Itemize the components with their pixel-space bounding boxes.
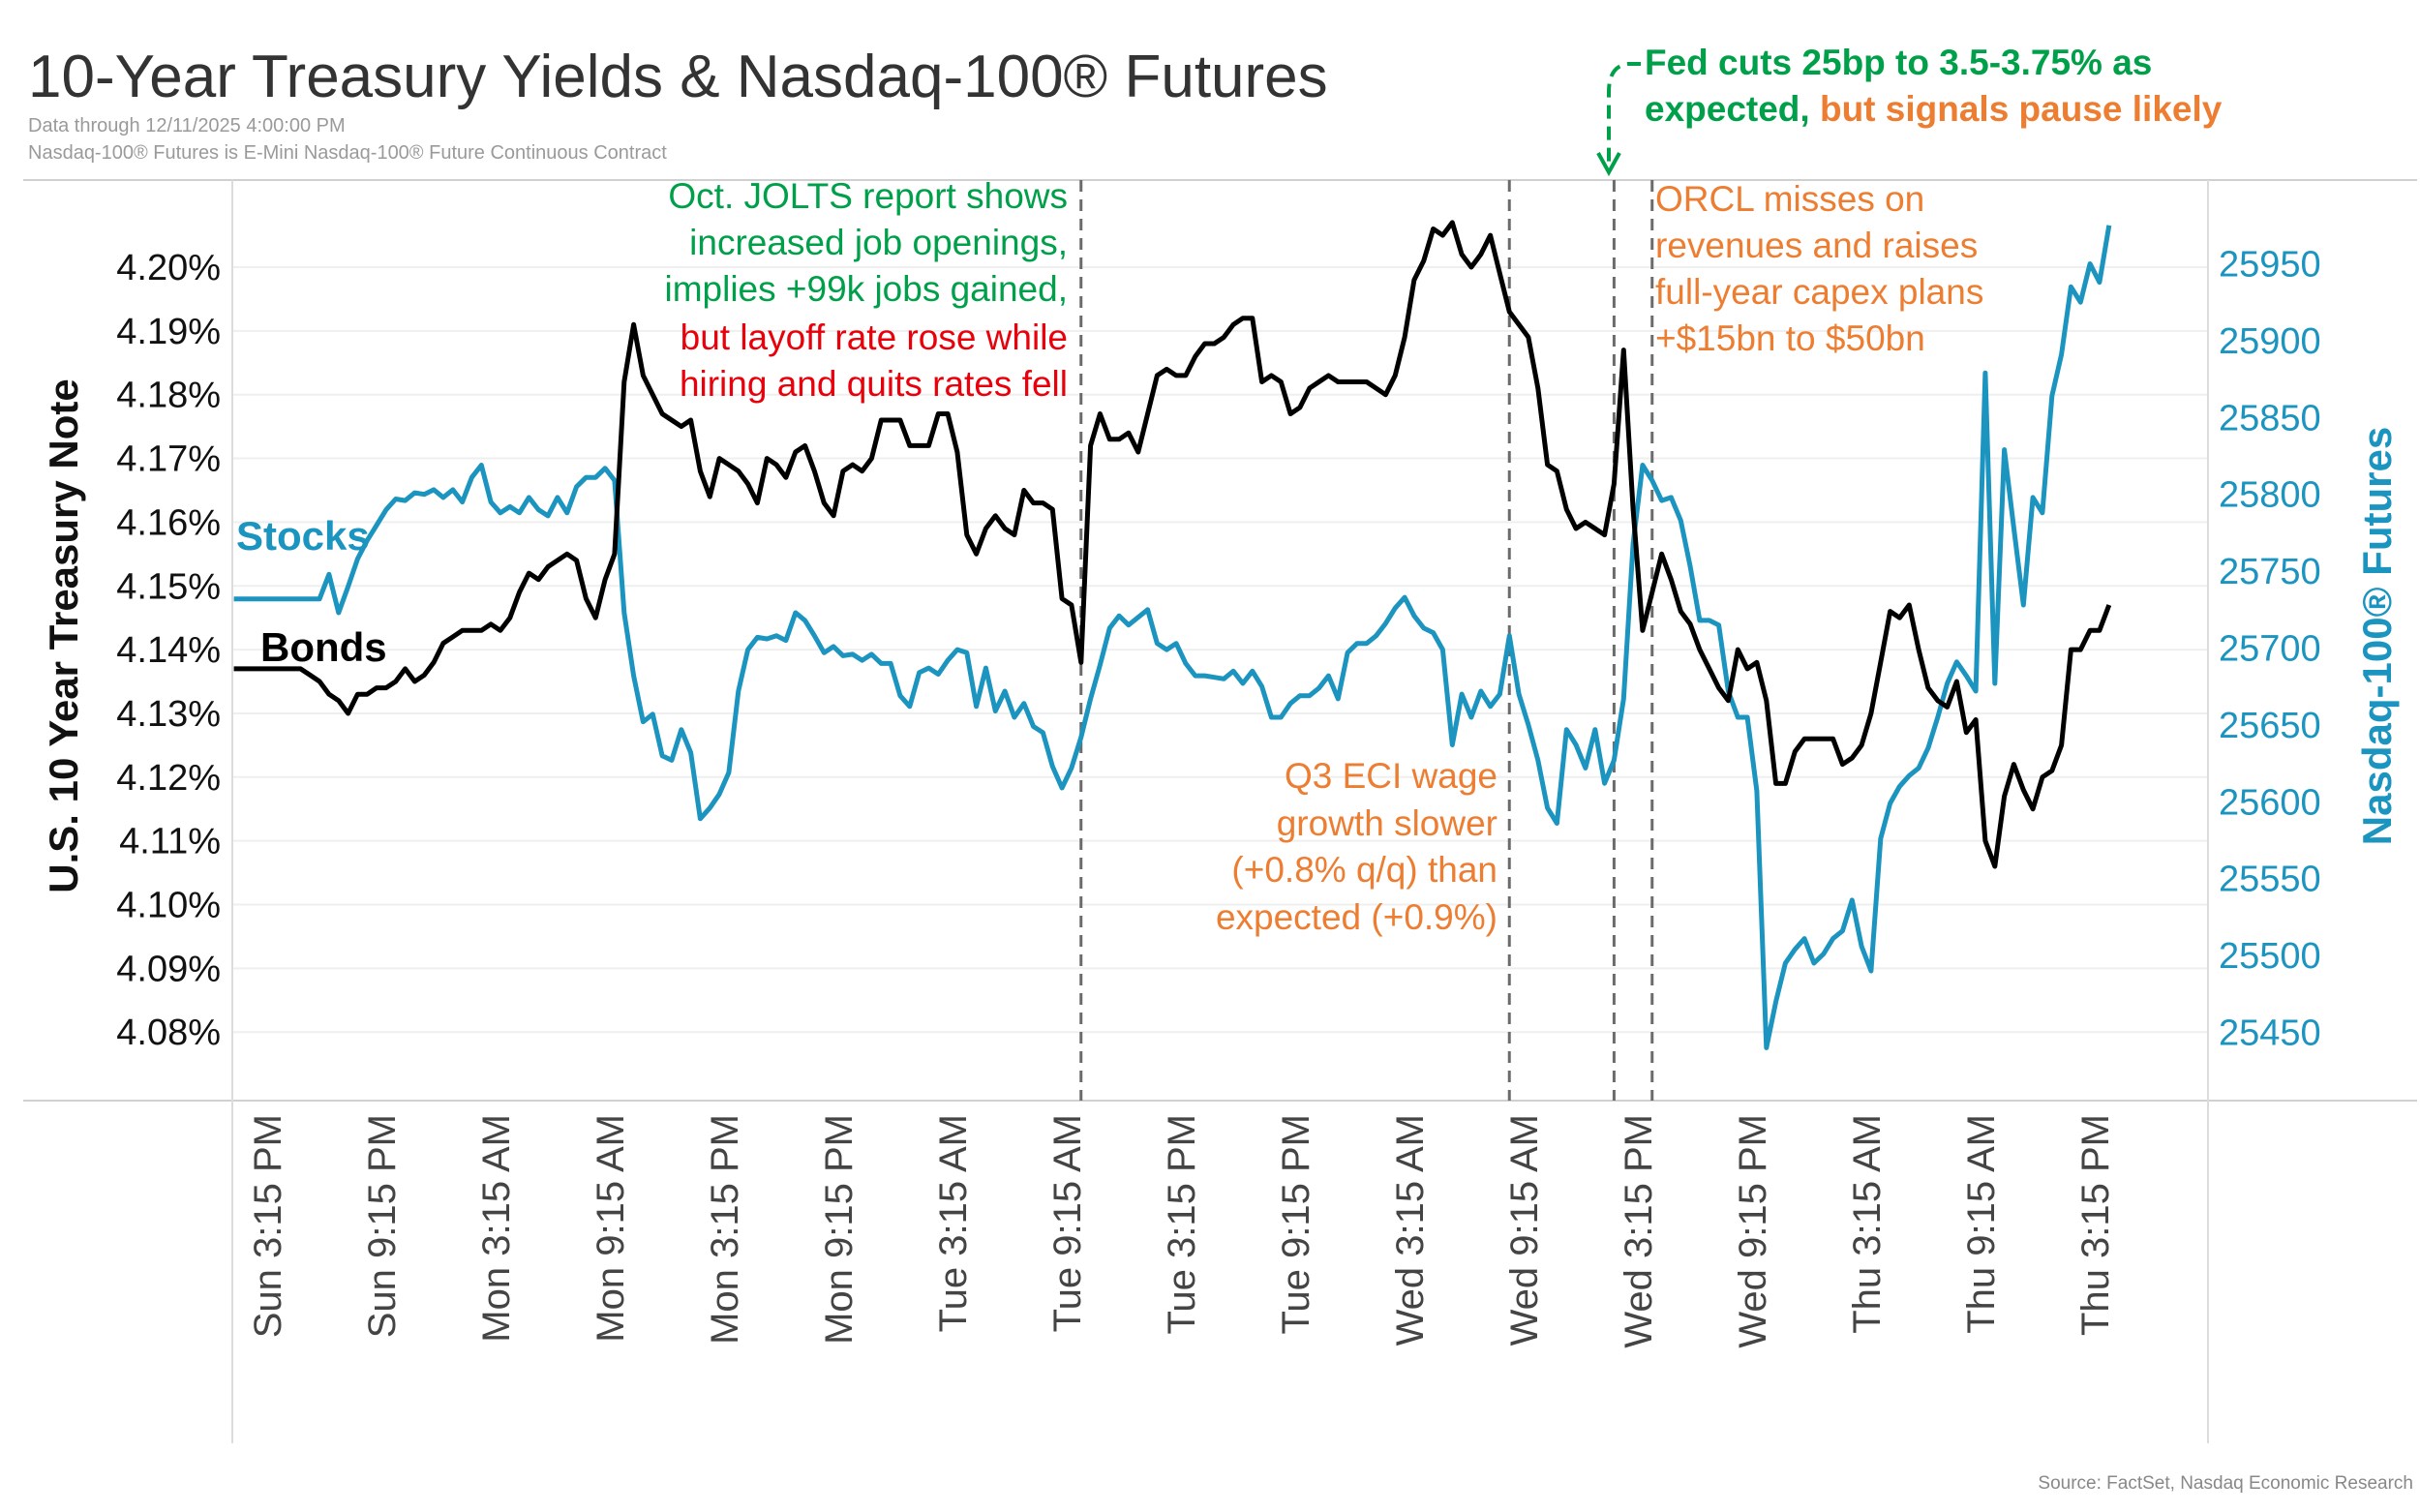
left-axis-ticks: 4.20% 4.19% 4.18% 4.17% 4.16% 4.15% 4.14% 4.13%… <box>116 248 221 1053</box>
left-axis-title: U.S. 10 Year Treasury Note <box>41 378 86 893</box>
annotation-orcl: ORCL misses on revenues and raises full-… <box>1655 179 1983 358</box>
right-axis-ticks: 25950 25900 25850 25800 25750 25700 25650 25600… <box>2219 245 2321 1054</box>
left-axis-tick-label: 4.19% <box>116 312 221 352</box>
left-axis-tick-label: 4.14% <box>116 630 221 671</box>
right-axis-tick-label: 25700 <box>2219 629 2321 670</box>
series-label-stocks: Stocks <box>236 513 370 559</box>
chart-title: 10-Year Treasury Yields & Nasdaq-100® Fu… <box>28 44 1328 110</box>
x-axis-tick-label: Thu 3:15 PM <box>2074 1114 2117 1336</box>
right-axis-tick-label: 25550 <box>2219 860 2321 900</box>
left-axis-tick-label: 4.20% <box>116 248 221 288</box>
x-axis-tick-label: Sun 3:15 PM <box>247 1114 289 1338</box>
annotation-line: expected, but signals pause likely <box>1645 89 2223 129</box>
annotation-fed-expected: expected, <box>1645 89 1810 129</box>
annotation-line: Oct. JOLTS report shows <box>668 176 1068 216</box>
x-axis-tick-label: Mon 9:15 AM <box>590 1114 632 1343</box>
right-axis-title: Nasdaq-100® Futures <box>2354 427 2400 845</box>
left-axis-tick-label: 4.16% <box>116 502 221 543</box>
right-axis-tick-label: 25600 <box>2219 782 2321 823</box>
arrow-down-icon <box>1596 152 1621 177</box>
left-axis-tick-label: 4.18% <box>116 376 221 416</box>
left-axis-tick-label: 4.08% <box>116 1013 221 1053</box>
left-axis-tick-label: 4.09% <box>116 949 221 989</box>
annotation-fed: Fed cuts 25bp to 3.5-3.75% as expected, … <box>1596 43 2223 177</box>
left-axis-tick-label: 4.12% <box>116 758 221 799</box>
x-axis-tick-label: Mon 9:15 PM <box>818 1114 861 1345</box>
annotation-line: ORCL misses on <box>1655 179 1924 219</box>
x-axis-tick-label: Wed 9:15 AM <box>1503 1114 1546 1346</box>
annotation-line: (+0.8% q/q) than <box>1231 850 1497 890</box>
right-axis-tick-label: 25750 <box>2219 552 2321 592</box>
x-axis-tick-label: Wed 9:15 PM <box>1732 1114 1774 1348</box>
annotation-line: but layoff rate rose while <box>681 318 1068 357</box>
x-axis-tick-label: Tue 3:15 PM <box>1161 1114 1203 1335</box>
series-line-bonds <box>233 220 2112 869</box>
right-axis-tick-label: 25500 <box>2219 936 2321 977</box>
left-axis-tick-label: 4.13% <box>116 694 221 735</box>
annotation-line: full-year capex plans <box>1655 272 1983 312</box>
x-axis-tick-label: Tue 9:15 AM <box>1046 1114 1089 1332</box>
chart-subtitle-note: Nasdaq-100® Futures is E-Mini Nasdaq-100… <box>28 142 667 164</box>
annotation-line: hiring and quits rates fell <box>680 364 1068 404</box>
annotation-eci: Q3 ECI wage growth slower (+0.8% q/q) th… <box>1216 756 1497 937</box>
annotation-line: increased job openings, <box>689 223 1068 262</box>
series-lines <box>233 220 2112 1050</box>
annotation-line: Q3 ECI wage <box>1285 756 1497 796</box>
x-axis-tick-label: Tue 3:15 AM <box>932 1114 975 1332</box>
annotation-line: growth slower <box>1277 803 1497 843</box>
chart-subtitle-date: Data through 12/11/2025 4:00:00 PM <box>28 115 346 136</box>
annotation-line: Fed cuts 25bp to 3.5-3.75% as <box>1645 43 2152 82</box>
right-axis-tick-label: 25850 <box>2219 398 2321 438</box>
x-axis-tick-label: Sun 9:15 PM <box>361 1114 404 1338</box>
left-axis-tick-label: 4.17% <box>116 439 221 480</box>
right-axis-tick-label: 25900 <box>2219 321 2321 362</box>
event-lines <box>1079 180 1654 1101</box>
source-note: Source: FactSet, Nasdaq Economic Researc… <box>2038 1473 2413 1494</box>
series-label-bonds: Bonds <box>260 624 387 670</box>
x-axis-tick-label: Mon 3:15 AM <box>475 1114 518 1343</box>
series-line-stocks <box>233 225 2112 1050</box>
x-axis-ticks: Sun 3:15 PM Sun 9:15 PM Mon 3:15 AM Mon 9:1… <box>247 1114 2117 1348</box>
left-axis-tick-label: 4.11% <box>119 822 221 862</box>
right-axis-tick-label: 25800 <box>2219 475 2321 516</box>
x-axis-tick-label: Thu 3:15 AM <box>1846 1114 1889 1334</box>
fed-arrow-line <box>1607 62 1641 166</box>
left-axis-tick-label: 4.10% <box>116 886 221 926</box>
right-axis-tick-label: 25950 <box>2219 245 2321 286</box>
annotation-jolts: Oct. JOLTS report shows increased job op… <box>664 176 1068 404</box>
right-axis-tick-label: 25650 <box>2219 706 2321 746</box>
annotation-line: +$15bn to $50bn <box>1655 318 1925 358</box>
annotation-fed-pause: but signals pause likely <box>1810 89 2223 129</box>
x-axis-tick-label: Tue 9:15 PM <box>1275 1114 1317 1335</box>
x-axis-tick-label: Wed 3:15 AM <box>1389 1114 1432 1346</box>
annotation-line: revenues and raises <box>1655 226 1978 265</box>
left-axis-tick-label: 4.15% <box>116 566 221 607</box>
x-axis-tick-label: Wed 3:15 PM <box>1618 1114 1660 1348</box>
annotation-line: expected (+0.9%) <box>1216 897 1497 937</box>
x-axis-tick-label: Mon 3:15 PM <box>704 1114 746 1345</box>
right-axis-tick-label: 25450 <box>2219 1013 2321 1054</box>
annotation-line: implies +99k jobs gained, <box>664 269 1068 309</box>
x-axis-tick-label: Thu 9:15 AM <box>1960 1114 2003 1334</box>
